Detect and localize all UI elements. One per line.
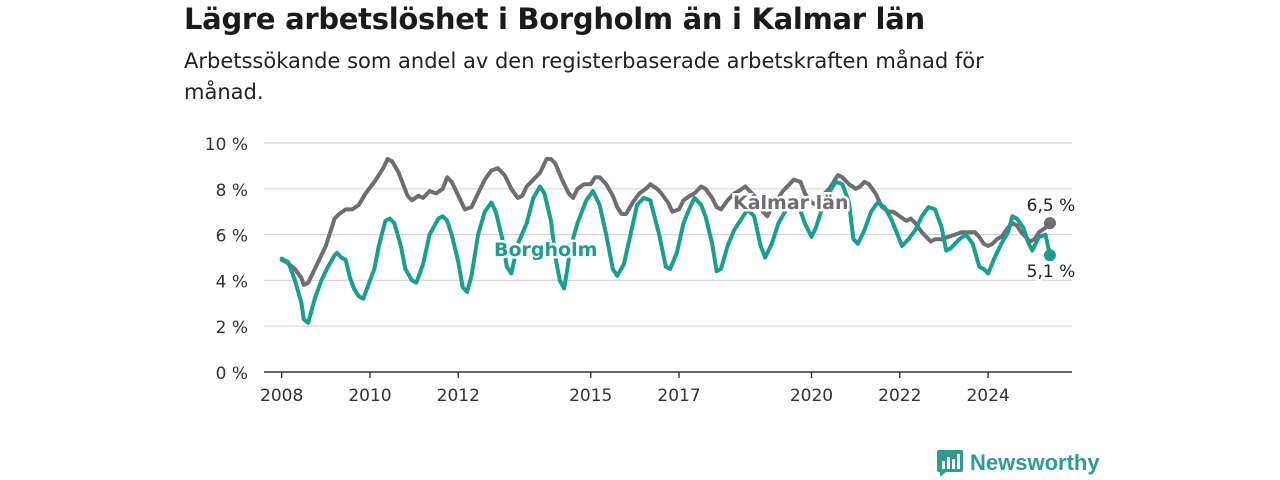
brand-name: Newsworthy: [970, 450, 1100, 475]
series-end-label-borgholm: 5,1 %: [1027, 262, 1076, 282]
x-tick-label: 2015: [569, 386, 612, 406]
series-lines: [279, 157, 1056, 325]
x-tick-label: 2020: [790, 386, 833, 406]
series-end-point-borgholm: [1043, 249, 1056, 262]
series-end-point-kalmar-l-n: [1043, 217, 1056, 230]
y-tick-label: 8 %: [216, 181, 248, 201]
x-tick-label: 2010: [348, 386, 391, 406]
x-tick-label: 2024: [966, 386, 1009, 406]
x-tick-label: 2017: [657, 386, 700, 406]
bar-chart-logo-icon: [937, 450, 963, 477]
series-end-label-kalmar-l-n: 6,5 %: [1027, 196, 1076, 216]
series-line-kalmar-l-n: [279, 157, 1052, 287]
series-label-kalmar-l-n: Kalmar län: [733, 192, 849, 214]
series-label-borgholm: Borgholm: [494, 239, 597, 261]
x-axis: 2008 2010 2012 2015 2017 2020 2022 2024: [260, 371, 1072, 406]
x-tick-label: 2008: [260, 386, 303, 406]
y-tick-label: 0 %: [216, 364, 248, 384]
y-axis-ticks: 0 % 2 % 4 % 6 % 8 % 10 %: [205, 135, 248, 384]
chart-subtitle: Arbetssökande som andel av den registerb…: [184, 49, 984, 104]
x-tick-label: 2012: [437, 386, 480, 406]
x-tick-label: 2022: [878, 386, 921, 406]
y-tick-label: 2 %: [216, 318, 248, 338]
y-tick-label: 4 %: [216, 272, 248, 292]
series-line-borgholm: [279, 179, 1052, 325]
chart-title: Lägre arbetslöshet i Borgholm än i Kalma…: [184, 2, 925, 36]
y-tick-label: 10 %: [205, 135, 248, 155]
brand-logo[interactable]: Newsworthy: [936, 448, 1100, 478]
series-labels: 6,5 % 5,1 % Kalmar län Borgholm: [492, 190, 1078, 285]
y-tick-label: 6 %: [216, 227, 248, 247]
